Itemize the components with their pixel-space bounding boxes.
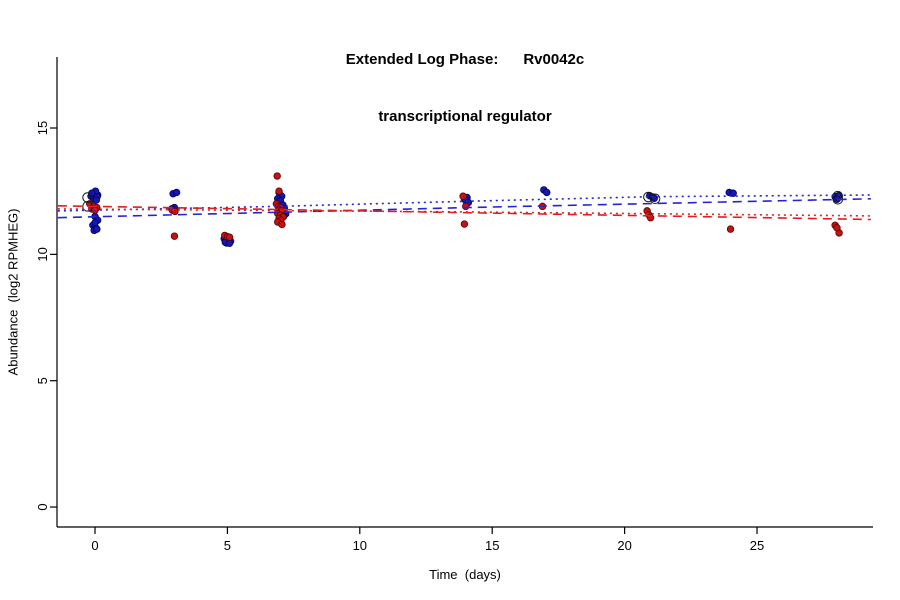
y-tick-label: 15 [35, 121, 50, 135]
strain-blue-point [729, 189, 737, 197]
red-longdash-fit [57, 205, 871, 221]
strain-blue-point [172, 188, 181, 197]
y-tick-label: 0 [35, 503, 50, 510]
ringed-point [649, 193, 661, 205]
x-tick-label: 5 [224, 538, 231, 553]
strain-red-point [275, 187, 283, 195]
strain-red-point [459, 192, 467, 200]
blue-dashed-fit [57, 198, 871, 219]
strain-blue-point [93, 225, 101, 233]
x-tick-label: 20 [617, 538, 631, 553]
blue-dotted-fit [57, 194, 871, 212]
strain-red-point [225, 233, 234, 241]
strain-red-point [833, 224, 841, 232]
strain-blue-point [543, 188, 551, 197]
strain-red-point [460, 220, 469, 228]
strain-blue-point [225, 239, 234, 247]
y-tick-label: 10 [35, 247, 50, 261]
strain-red-point [273, 172, 281, 180]
strain-blue-point [92, 196, 101, 204]
title-block: Extended Log Phase: Rv0042c transcriptio… [57, 12, 873, 164]
x-tick-label: 10 [353, 538, 367, 553]
strain-blue-point [91, 219, 99, 227]
x-tick-label: 25 [750, 538, 764, 553]
chart-title: Extended Log Phase: Rv0042c [345, 51, 585, 68]
x-tick-label: 15 [485, 538, 499, 553]
strain-red-point [278, 220, 286, 229]
strain-red-point [170, 232, 179, 240]
y-axis-label: Abundance (log2 RPMHEG) [5, 208, 21, 376]
strain-red-point [726, 225, 735, 233]
ringed-point [82, 192, 93, 203]
ringed-point [832, 190, 844, 202]
chart-subtitle: transcriptional regulator [378, 108, 552, 125]
x-axis-label: Time (days) [429, 567, 501, 582]
y-tick-label: 5 [35, 377, 50, 384]
x-tick-label: 0 [91, 538, 98, 553]
strain-red-point [462, 202, 470, 211]
